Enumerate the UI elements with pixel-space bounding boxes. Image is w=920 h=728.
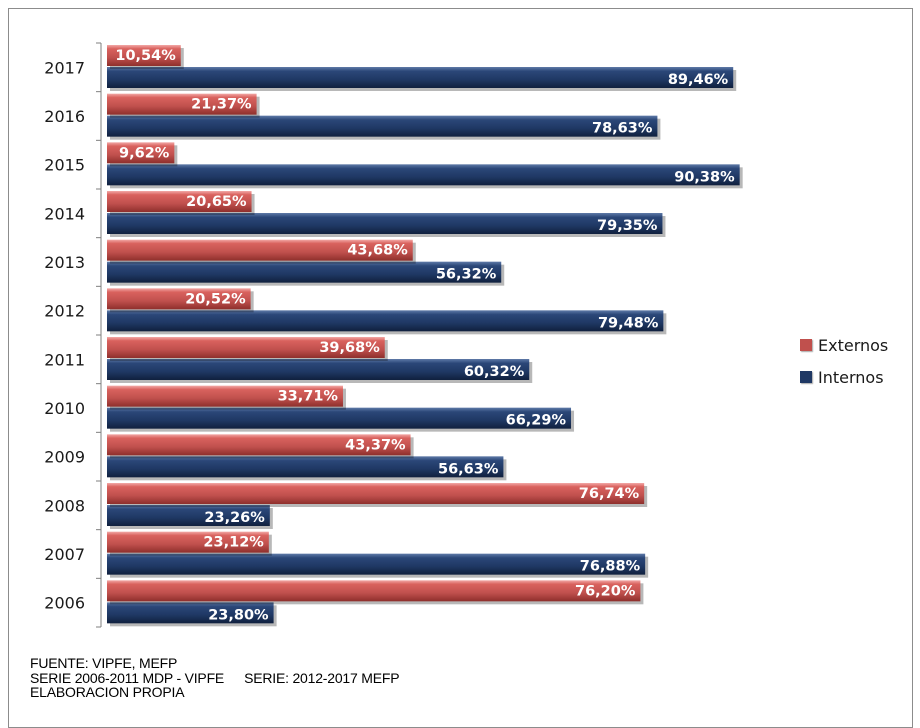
y-tick-label: 2011 [44, 350, 85, 369]
data-label-internos: 56,63% [438, 461, 499, 477]
y-tick-label: 2010 [44, 399, 85, 418]
bar-externos [107, 191, 252, 212]
bar-internos [107, 115, 658, 137]
legend-swatch-externos [800, 339, 812, 351]
y-tick-label: 2006 [44, 594, 85, 613]
bar-externos [107, 337, 385, 358]
data-label-internos: 89,46% [668, 72, 729, 88]
data-label-externos: 20,52% [185, 291, 246, 307]
data-label-externos: 39,68% [319, 340, 380, 356]
bar-externos [107, 288, 251, 310]
bar-externos [107, 580, 641, 602]
data-label-internos: 23,26% [204, 510, 265, 526]
source-line-1: FUENTE: VIPFE, MEFP [30, 655, 178, 671]
bar-internos [107, 310, 664, 332]
data-label-internos: 79,35% [597, 218, 658, 234]
bar-internos [107, 67, 734, 88]
bar-internos [107, 213, 663, 234]
y-tick-label: 2016 [44, 107, 85, 126]
bar-internos [107, 602, 274, 624]
bar-externos [107, 483, 645, 504]
data-label-internos: 90,38% [674, 169, 735, 185]
bar-externos [107, 239, 413, 261]
data-label-externos: 10,54% [115, 48, 176, 64]
y-tick-label: 2007 [44, 545, 85, 564]
data-label-externos: 43,37% [345, 437, 406, 453]
source-line-2: SERIE 2006-2011 MDP - VIPFE SERIE: 2012-2… [30, 669, 400, 686]
legend-item-externos: Externos [800, 335, 889, 355]
data-label-internos: 79,48% [598, 315, 659, 331]
bar-internos [107, 407, 572, 429]
source-line-3: ELABORACION PROPIA [30, 684, 185, 700]
bar-internos [107, 505, 270, 526]
data-label-internos: 66,29% [506, 413, 567, 429]
y-tick-label: 2012 [44, 302, 85, 321]
data-label-externos: 20,65% [186, 194, 247, 210]
data-label-externos: 9,62% [119, 145, 170, 161]
data-label-externos: 33,71% [278, 389, 339, 405]
data-label-externos: 76,74% [579, 486, 640, 502]
y-tick-label: 2009 [44, 448, 85, 467]
bar-externos [107, 531, 269, 553]
legend-swatch-internos [800, 371, 812, 383]
data-label-internos: 23,80% [208, 607, 269, 623]
source-series-a: SERIE 2006-2011 MDP - VIPFE [30, 669, 225, 686]
data-label-externos: 76,20% [575, 583, 636, 599]
bar-externos [107, 93, 257, 115]
y-tick-label: 2008 [44, 496, 85, 515]
data-label-externos: 23,12% [203, 535, 264, 551]
y-tick-label: 2013 [44, 253, 85, 272]
data-label-externos: 43,68% [347, 243, 408, 259]
bar-externos [107, 142, 175, 164]
bar-internos [107, 261, 502, 283]
legend-label-internos: Internos [818, 367, 884, 387]
data-label-internos: 56,32% [436, 267, 497, 283]
bar-internos [107, 164, 740, 186]
legend-label-externos: Externos [818, 335, 889, 355]
bar-externos [107, 434, 411, 456]
bar-internos [107, 359, 530, 380]
data-label-internos: 78,63% [592, 121, 653, 137]
data-label-internos: 76,88% [580, 559, 641, 575]
bar-externos [107, 45, 181, 66]
y-tick-label: 2017 [44, 58, 85, 77]
y-tick-label: 2015 [44, 156, 85, 175]
legend: Externos Internos [800, 336, 888, 400]
data-label-externos: 21,37% [191, 97, 252, 113]
source-series-b: SERIE: 2012-2017 MEFP [244, 669, 400, 686]
y-tick-label: 2014 [44, 204, 85, 223]
legend-item-internos: Internos [800, 367, 888, 387]
source-note: FUENTE: VIPFE, MEFP SERIE 2006-2011 MDP … [30, 655, 400, 700]
bar-internos [107, 456, 504, 478]
bar-internos [107, 553, 646, 575]
data-label-internos: 60,32% [464, 364, 525, 380]
bar-chart: 2017 10,54% 89,46% 2016 21,37% 78,63% 2015 9,62… [44, 42, 743, 628]
bar-externos [107, 385, 343, 407]
